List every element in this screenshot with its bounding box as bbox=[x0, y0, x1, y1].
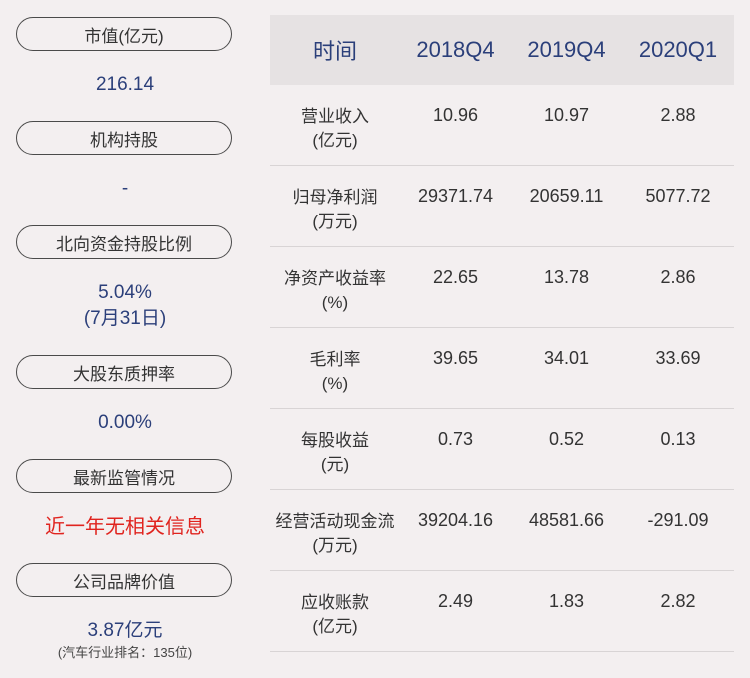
institutional-holding-value: - bbox=[121, 178, 129, 199]
regulatory-status-value: 近一年无相关信息 bbox=[45, 516, 205, 538]
row-label: 经营活动现金流 (万元) bbox=[275, 512, 395, 555]
brand-value-label: 公司品牌价值 bbox=[16, 563, 232, 597]
table-cell: 0.13 bbox=[660, 429, 696, 449]
table-cell: 1.83 bbox=[548, 591, 585, 611]
table-row: 毛利率 (%) 39.65 34.01 33.69 bbox=[270, 328, 734, 409]
table-row: 营业收入 (亿元) 10.96 10.97 2.88 bbox=[270, 85, 734, 166]
brand-value-rank-note: (汽车行业排名：135位) bbox=[57, 645, 193, 660]
pledge-ratio-label: 大股东质押率 bbox=[16, 355, 232, 389]
table-cell: 10.97 bbox=[543, 105, 590, 125]
table-cell: 39204.16 bbox=[417, 510, 494, 530]
table-cell: 0.52 bbox=[548, 429, 585, 449]
pledge-ratio-value: 0.00% bbox=[98, 412, 152, 433]
row-label: 毛利率 (%) bbox=[309, 350, 361, 393]
row-label: 每股收益 (元) bbox=[301, 431, 369, 474]
table-cell: 2.86 bbox=[660, 267, 696, 287]
table-cell: 48581.66 bbox=[528, 510, 605, 530]
header-2018q4: 2018Q4 bbox=[416, 37, 495, 62]
table-cell: 2.49 bbox=[437, 591, 474, 611]
table-cell: -291.09 bbox=[647, 510, 709, 530]
row-label: 净资产收益率 (%) bbox=[284, 269, 386, 312]
table-cell: 5077.72 bbox=[645, 186, 711, 206]
market-cap-label: 市值(亿元) bbox=[16, 17, 232, 51]
table-row: 每股收益 (元) 0.73 0.52 0.13 bbox=[270, 409, 734, 490]
institutional-holding-label: 机构持股 bbox=[16, 121, 232, 155]
market-cap-value: 216.14 bbox=[95, 74, 155, 95]
summary-panel: 市值(亿元) 216.14 机构持股 - 北向资金持股比例 5.04% (7月3… bbox=[0, 0, 250, 678]
table-cell: 2.88 bbox=[660, 105, 696, 125]
table-cell: 34.01 bbox=[543, 348, 590, 368]
financial-table: 时间 2018Q4 2019Q4 2020Q1 营业收入 (亿元) 10.96 1… bbox=[270, 15, 734, 652]
row-label: 营业收入 (亿元) bbox=[301, 107, 369, 150]
brand-value-value: 3.87亿元 bbox=[87, 620, 163, 641]
header-2019q4: 2019Q4 bbox=[527, 37, 606, 62]
table-cell: 39.65 bbox=[432, 348, 479, 368]
header-period: 时间 bbox=[312, 39, 357, 64]
table-cell: 2.82 bbox=[660, 591, 696, 611]
header-2020q1: 2020Q1 bbox=[638, 37, 718, 62]
table-row: 经营活动现金流 (万元) 39204.16 48581.66 -291.09 bbox=[270, 490, 734, 571]
regulatory-status-label: 最新监管情况 bbox=[16, 459, 232, 493]
northbound-holding-label: 北向资金持股比例 bbox=[16, 225, 232, 259]
table-cell: 20659.11 bbox=[529, 186, 604, 206]
table-header: 时间 2018Q4 2019Q4 2020Q1 bbox=[270, 15, 734, 85]
table-cell: 0.73 bbox=[437, 429, 474, 449]
row-label: 应收账款 (亿元) bbox=[301, 593, 369, 636]
table-row: 归母净利润 (万元) 29371.74 20659.11 5077.72 bbox=[270, 166, 734, 247]
table-cell: 22.65 bbox=[432, 267, 479, 287]
table-cell: 33.69 bbox=[655, 348, 701, 368]
table-cell: 29371.74 bbox=[417, 186, 494, 206]
table-row: 应收账款 (亿元) 2.49 1.83 2.82 bbox=[270, 571, 734, 652]
northbound-holding-date: (7月31日) bbox=[83, 308, 167, 329]
table-cell: 13.78 bbox=[543, 267, 590, 287]
table-cell: 10.96 bbox=[432, 105, 479, 125]
northbound-holding-value: 5.04% bbox=[98, 282, 152, 303]
row-label: 归母净利润 (万元) bbox=[292, 188, 378, 231]
table-row: 净资产收益率 (%) 22.65 13.78 2.86 bbox=[270, 247, 734, 328]
